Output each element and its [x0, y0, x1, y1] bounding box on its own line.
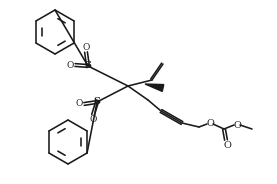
Text: O: O — [89, 116, 97, 125]
Text: O: O — [82, 43, 90, 52]
Text: O: O — [233, 121, 241, 130]
Text: O: O — [66, 61, 74, 70]
Text: O: O — [206, 119, 214, 128]
Text: S: S — [94, 98, 101, 107]
Text: S: S — [84, 61, 91, 70]
Polygon shape — [145, 84, 164, 91]
Text: O: O — [75, 100, 83, 109]
Text: O: O — [223, 141, 231, 149]
